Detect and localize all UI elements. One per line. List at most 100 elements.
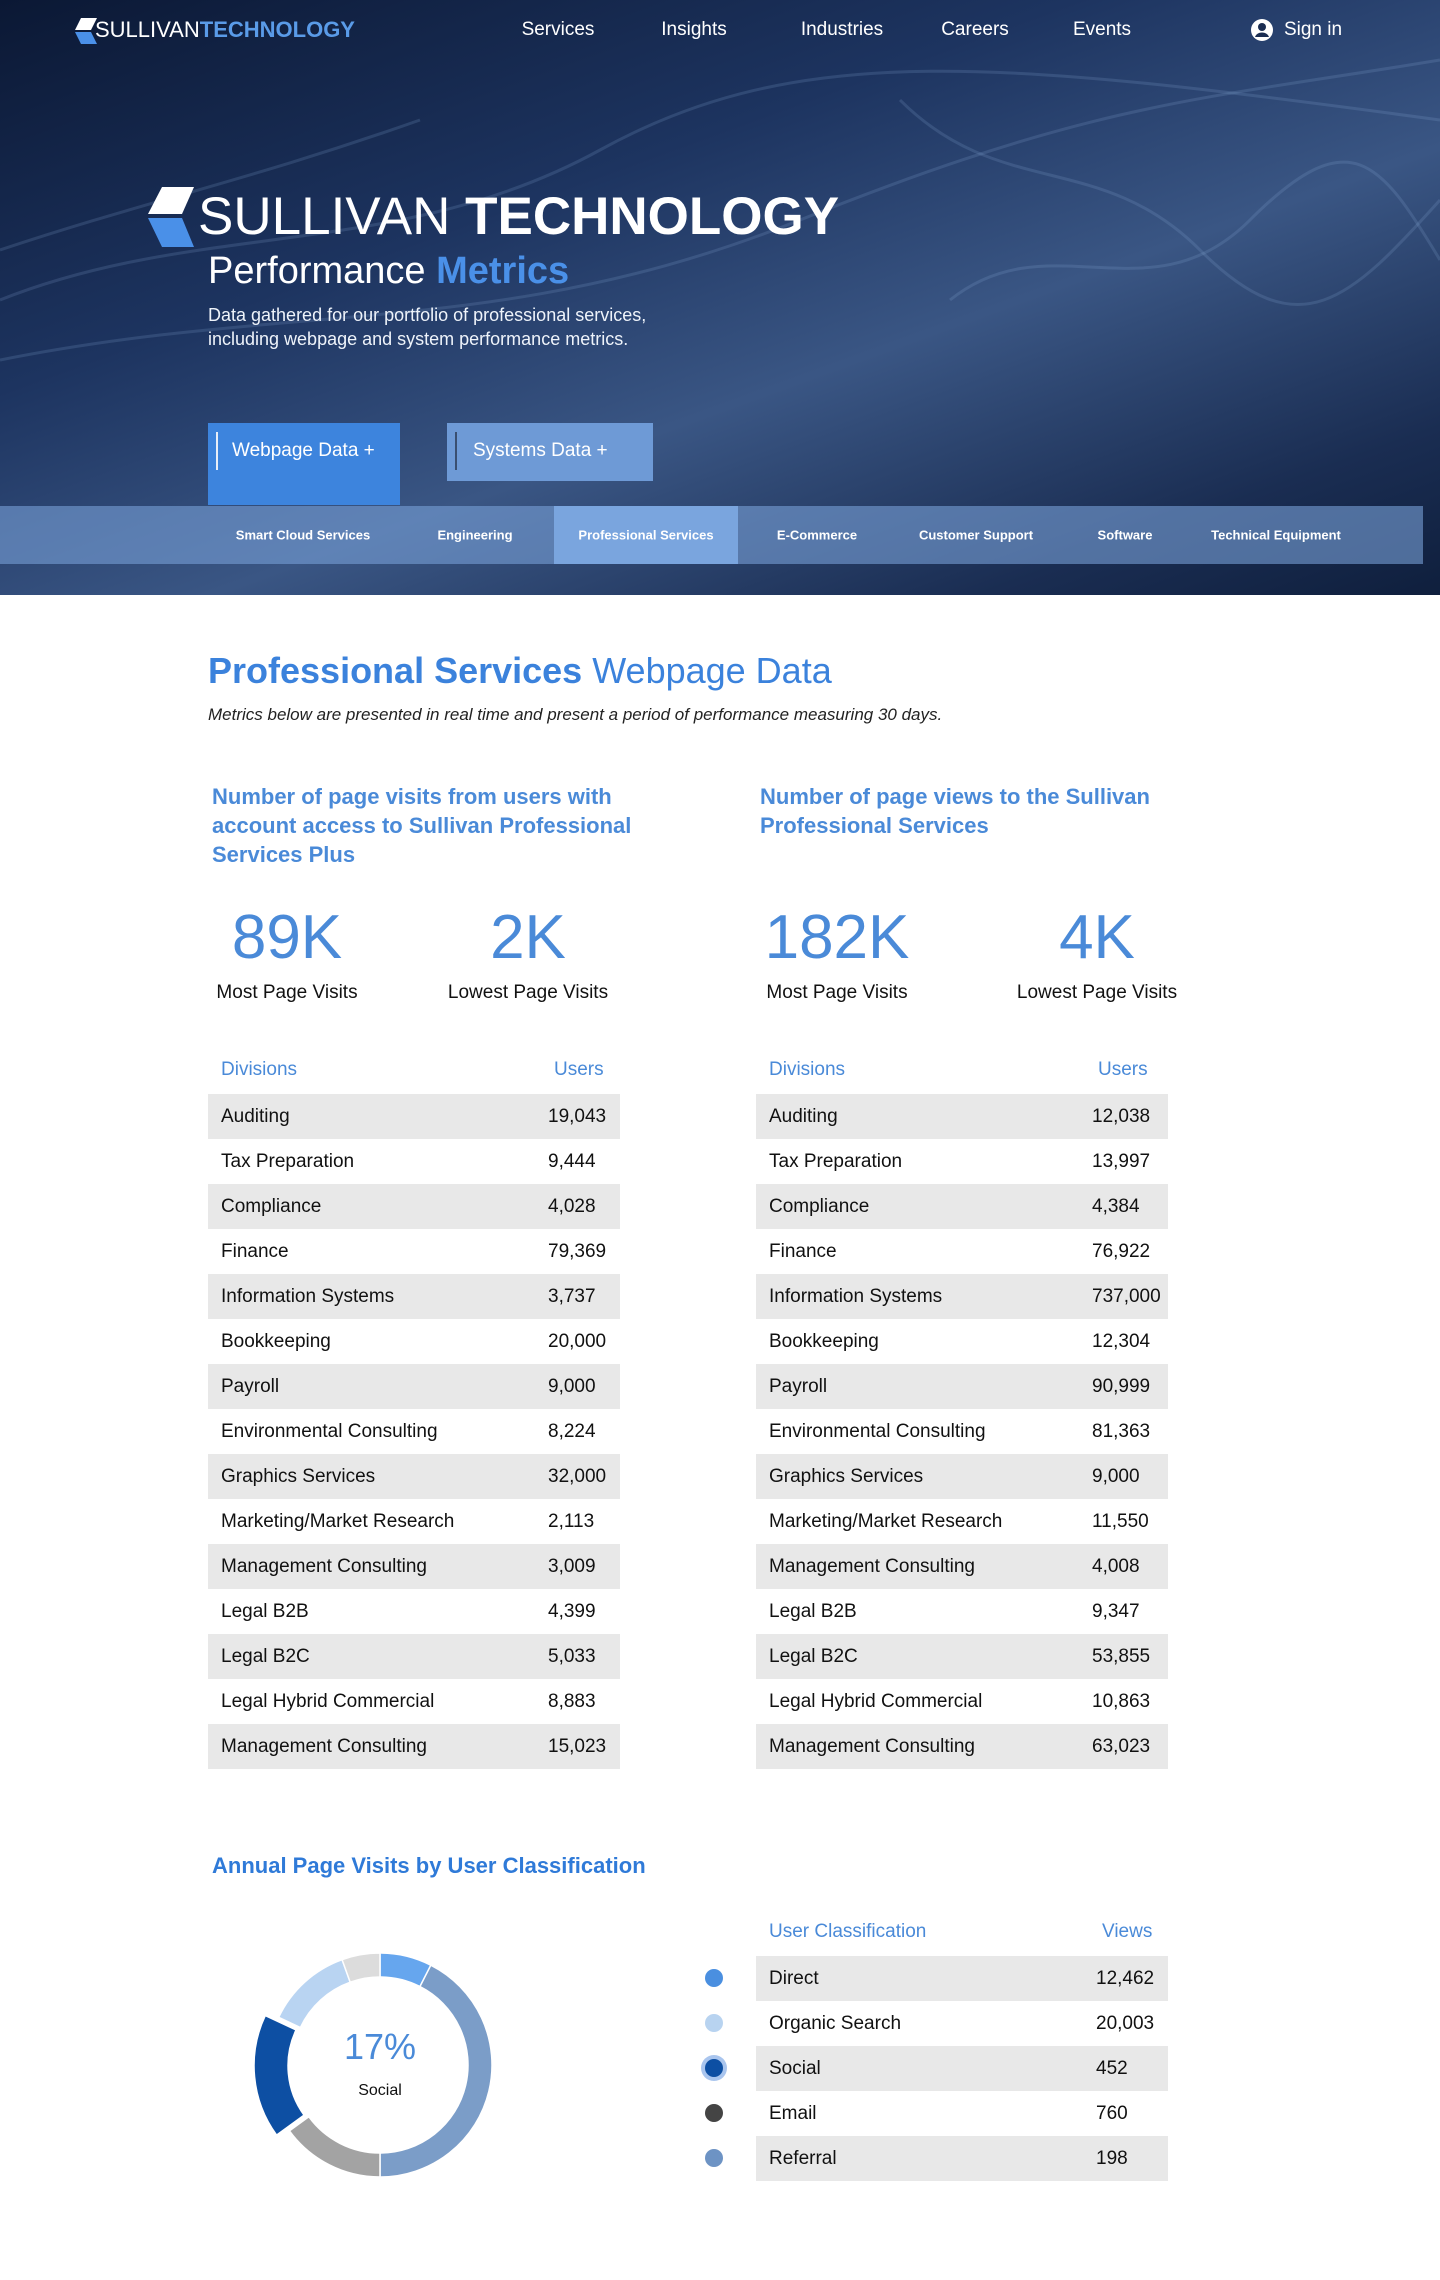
table-row: Auditing 12,038 [756,1094,1168,1139]
nav-item[interactable]: Careers [941,19,1009,40]
row-label: Graphics Services [769,1466,924,1487]
tab[interactable]: E-Commerce [776,527,858,543]
row-label: Finance [769,1241,837,1262]
row-label: Social [769,2058,821,2079]
row-value: 9,347 [1092,1601,1140,1622]
legend-dot [705,2149,723,2167]
donut-segment [288,2115,381,2178]
row-value: 8,883 [548,1691,596,1712]
row-label: Management Consulting [769,1736,975,1757]
table-row: Finance 79,369 [208,1229,620,1274]
row-value: 90,999 [1092,1376,1151,1397]
legend-dot [705,1969,723,1987]
table-row: Referral 198 [756,2136,1168,2181]
stat-value: 182K [764,903,910,972]
table-row: Legal B2C 53,855 [756,1634,1168,1679]
user-icon [1251,19,1273,41]
table-row: Legal B2B 4,399 [208,1589,620,1634]
donut-segment [341,1952,381,1984]
hero-decoration [0,58,1440,362]
row-value: 12,462 [1096,1968,1155,1989]
row-label: Management Consulting [769,1556,975,1577]
tab[interactable]: Software [1097,527,1153,543]
donut-chart: 17% Social [253,1952,493,2178]
table-row: Marketing/Market Research 2,113 [208,1499,620,1544]
hero-description-line: including webpage and system performance… [208,329,629,349]
row-label: Organic Search [769,2013,902,2034]
hero-title-left: Performance [208,250,426,292]
row-label: Direct [769,1968,819,1989]
table-row: Tax Preparation 13,997 [756,1139,1168,1184]
tab[interactable]: Customer Support [918,527,1034,543]
stat-label: Most Page Visits [216,982,358,1003]
nav-item[interactable]: Events [1072,19,1132,40]
stat-value: 89K [231,903,343,972]
table-row: Information Systems 3,737 [208,1274,620,1319]
row-label: Auditing [221,1106,290,1127]
row-label: Legal Hybrid Commercial [769,1691,983,1712]
legend-dot [705,2014,723,2032]
hero-title: Performance Metrics [208,250,569,293]
panel-heading: Number of page visits from users with ac… [212,784,632,867]
row-label: Email [769,2103,817,2124]
tab[interactable]: Technical Equipment [1211,527,1341,543]
row-label: Payroll [769,1376,828,1397]
webpage-data-button[interactable]: Webpage Data + [208,423,400,505]
row-value: 452 [1096,2058,1128,2079]
row-label: Legal B2B [769,1601,857,1622]
tab[interactable]: Professional Services [578,527,714,543]
brand[interactable]: SULLIVANTECHNOLOGY [95,17,355,43]
row-label: Referral [769,2148,837,2169]
stat-label: Lowest Page Visits [1016,982,1178,1003]
tab[interactable]: Engineering [437,527,513,543]
nav-item[interactable]: Insights [661,19,727,40]
table-row: Legal B2C 5,033 [208,1634,620,1679]
legend-dot [705,2059,723,2077]
table-row: Legal Hybrid Commercial 10,863 [756,1679,1168,1724]
table-row: Payroll 90,999 [756,1364,1168,1409]
hero-description-line: Data gathered for our portfolio of profe… [208,305,647,325]
row-label: Management Consulting [221,1736,427,1757]
table-row: Graphics Services 32,000 [208,1454,620,1499]
sign-in[interactable]: Sign in [1283,19,1343,40]
row-value: 10,863 [1092,1691,1151,1712]
donut-segment [277,1958,352,2029]
legend-dots [701,1969,727,2167]
row-value: 12,304 [1092,1331,1151,1352]
table-row: Management Consulting 4,008 [756,1544,1168,1589]
legend-dot [705,2104,723,2122]
table-row: Compliance 4,384 [756,1184,1168,1229]
row-value: 4,008 [1092,1556,1140,1577]
row-label: Finance [221,1241,289,1262]
table-row: Payroll 9,000 [208,1364,620,1409]
row-value: 9,000 [548,1376,596,1397]
row-value: 9,444 [548,1151,596,1172]
tab[interactable]: Smart Cloud Services [235,527,371,543]
table-row: Management Consulting 15,023 [208,1724,620,1769]
systems-data-button[interactable]: Systems Data + [447,423,653,481]
row-value: 81,363 [1092,1421,1151,1442]
row-label: Graphics Services [221,1466,376,1487]
nav-item[interactable]: Services [521,19,595,40]
row-value: 15,023 [548,1736,607,1757]
table-header: Users [554,1059,604,1080]
row-value: 5,033 [548,1646,596,1667]
row-label: Management Consulting [221,1556,427,1577]
table-row: Compliance 4,028 [208,1184,620,1229]
nav-item[interactable]: Industries [800,19,884,40]
button-bar [216,432,218,470]
button-label: Systems Data + [473,440,608,461]
hero-logo-icon [148,187,194,247]
row-value: 32,000 [548,1466,607,1487]
section-title: Professional Services Webpage Data [208,650,832,692]
row-label: Auditing [769,1106,838,1127]
row-value: 79,369 [548,1241,607,1262]
classification-heading: Annual Page Visits by User Classificatio… [212,1853,646,1878]
donut-segment [379,1964,493,2178]
row-value: 4,399 [548,1601,596,1622]
table-row: Direct 12,462 [756,1956,1168,2001]
row-value: 760 [1096,2103,1128,2124]
table-row: Finance 76,922 [756,1229,1168,1274]
table-row: Management Consulting 3,009 [208,1544,620,1589]
row-label: Legal B2C [221,1646,310,1667]
